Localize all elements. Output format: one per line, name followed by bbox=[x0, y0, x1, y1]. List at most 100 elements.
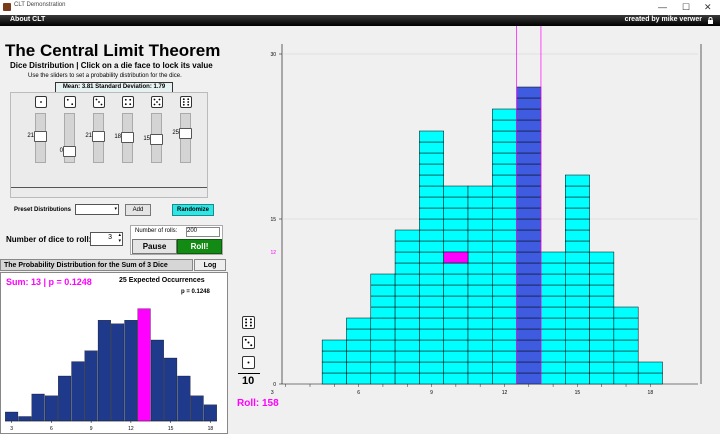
histogram-block bbox=[419, 141, 444, 154]
histogram-block bbox=[467, 262, 493, 275]
histogram-block bbox=[589, 295, 615, 308]
histogram-block bbox=[467, 350, 493, 363]
histogram-block bbox=[492, 284, 517, 297]
guide-value-label: 12 bbox=[270, 250, 276, 256]
slider-thumb[interactable] bbox=[179, 128, 192, 140]
lock-icon[interactable] bbox=[707, 17, 714, 24]
randomize-button[interactable]: Randomize bbox=[172, 204, 214, 216]
histogram-block bbox=[443, 262, 469, 275]
probability-panel: Sum: 13 | p = 0.1248 25 Expected Occurre… bbox=[0, 272, 228, 434]
histogram-block bbox=[467, 372, 493, 385]
roll-button[interactable]: Roll! bbox=[177, 239, 222, 254]
probability-bar bbox=[111, 323, 125, 422]
histogram-block bbox=[565, 262, 590, 275]
histogram-block bbox=[565, 317, 590, 330]
die-face-5-button[interactable] bbox=[151, 96, 163, 108]
histogram-block bbox=[443, 273, 469, 286]
histogram-block bbox=[492, 317, 517, 330]
histogram-block bbox=[492, 196, 517, 209]
histogram-block bbox=[443, 372, 469, 385]
rolls-input[interactable]: 200 bbox=[186, 227, 220, 237]
histogram-block bbox=[346, 339, 372, 352]
histogram-block bbox=[516, 86, 542, 99]
die-face-1-button[interactable] bbox=[35, 96, 47, 108]
preset-select[interactable]: ▾ bbox=[75, 204, 119, 215]
histogram-block bbox=[443, 229, 469, 242]
histogram-block bbox=[613, 328, 639, 341]
die-face-3-button[interactable] bbox=[93, 96, 105, 108]
probability-slider-2[interactable] bbox=[64, 113, 75, 163]
histogram-block bbox=[467, 207, 493, 220]
histogram-block bbox=[540, 284, 566, 297]
histogram-block bbox=[419, 196, 444, 209]
histogram-block bbox=[613, 350, 639, 363]
histogram-block bbox=[419, 163, 444, 176]
histogram-block bbox=[394, 306, 420, 319]
histogram-block bbox=[589, 306, 615, 319]
histogram-block bbox=[565, 328, 590, 341]
histogram-block bbox=[589, 339, 615, 352]
histogram-block bbox=[419, 273, 444, 286]
histogram-block bbox=[346, 361, 372, 374]
histogram-block bbox=[370, 328, 396, 341]
histogram-block bbox=[467, 218, 493, 231]
histogram-block bbox=[321, 361, 347, 374]
slider-thumb[interactable] bbox=[63, 145, 76, 157]
histogram-block bbox=[516, 141, 542, 154]
histogram-block bbox=[516, 251, 542, 264]
histogram-block bbox=[419, 328, 444, 341]
histogram-block bbox=[419, 240, 444, 253]
slider-thumb[interactable] bbox=[121, 132, 134, 144]
histogram-block bbox=[589, 273, 615, 286]
histogram-block bbox=[540, 361, 566, 374]
histogram-block bbox=[613, 306, 639, 319]
histogram-block bbox=[492, 152, 517, 165]
die-face-4-button[interactable] bbox=[122, 96, 134, 108]
histogram-block bbox=[540, 273, 566, 286]
roll-sum-count: 10 bbox=[242, 375, 255, 387]
histogram-block bbox=[565, 185, 590, 198]
x-tick-label: 18 bbox=[208, 426, 214, 432]
slider-panel: 21 0 21 18 15 25 bbox=[10, 92, 208, 198]
histogram-block bbox=[370, 339, 396, 352]
histogram-block bbox=[565, 229, 590, 242]
histogram-block bbox=[637, 372, 663, 385]
close-icon[interactable]: ✕ bbox=[704, 2, 712, 12]
histogram-block bbox=[467, 295, 493, 308]
dice-count-spinner[interactable]: 3 ▴ ▾ bbox=[90, 232, 123, 246]
histogram-block bbox=[516, 317, 542, 330]
side-die-1-icon bbox=[242, 356, 255, 369]
histogram-block bbox=[394, 350, 420, 363]
maximize-icon[interactable]: ☐ bbox=[682, 2, 691, 12]
tab-probability[interactable]: The Probability Distribution for the Sum… bbox=[0, 259, 193, 271]
histogram-block bbox=[419, 372, 444, 385]
add-preset-button[interactable]: Add bbox=[125, 204, 151, 216]
probability-bar bbox=[137, 308, 151, 422]
histogram-block bbox=[540, 339, 566, 352]
credit-label: created by mike verwer bbox=[624, 16, 702, 23]
die-face-2-button[interactable] bbox=[64, 96, 76, 108]
probability-bar bbox=[177, 375, 191, 422]
x-tick-label: 3 bbox=[10, 426, 13, 432]
tab-log[interactable]: Log bbox=[194, 259, 226, 271]
spinner-arrows-icon[interactable]: ▴ ▾ bbox=[118, 232, 121, 244]
die-face-6-button[interactable] bbox=[180, 96, 192, 108]
slider-thumb[interactable] bbox=[150, 133, 163, 145]
histogram-block bbox=[492, 251, 517, 264]
about-menu[interactable]: About CLT bbox=[10, 16, 46, 23]
histogram-block bbox=[565, 339, 590, 352]
minimize-icon[interactable]: — bbox=[658, 2, 667, 12]
x-tick-label: 9 bbox=[430, 390, 433, 396]
pause-button[interactable]: Pause bbox=[132, 239, 177, 254]
histogram-block bbox=[492, 174, 517, 187]
slider-thumb[interactable] bbox=[34, 131, 47, 142]
histogram-block bbox=[516, 361, 542, 374]
slider-thumb[interactable] bbox=[92, 131, 105, 142]
histogram-block bbox=[443, 328, 469, 341]
histogram-block bbox=[419, 218, 444, 231]
histogram-block bbox=[370, 317, 396, 330]
histogram-block bbox=[394, 273, 420, 286]
tab-strip: The Probability Distribution for the Sum… bbox=[0, 259, 232, 271]
window-title: CLT Demonstration bbox=[14, 2, 66, 8]
histogram-block bbox=[443, 185, 469, 198]
